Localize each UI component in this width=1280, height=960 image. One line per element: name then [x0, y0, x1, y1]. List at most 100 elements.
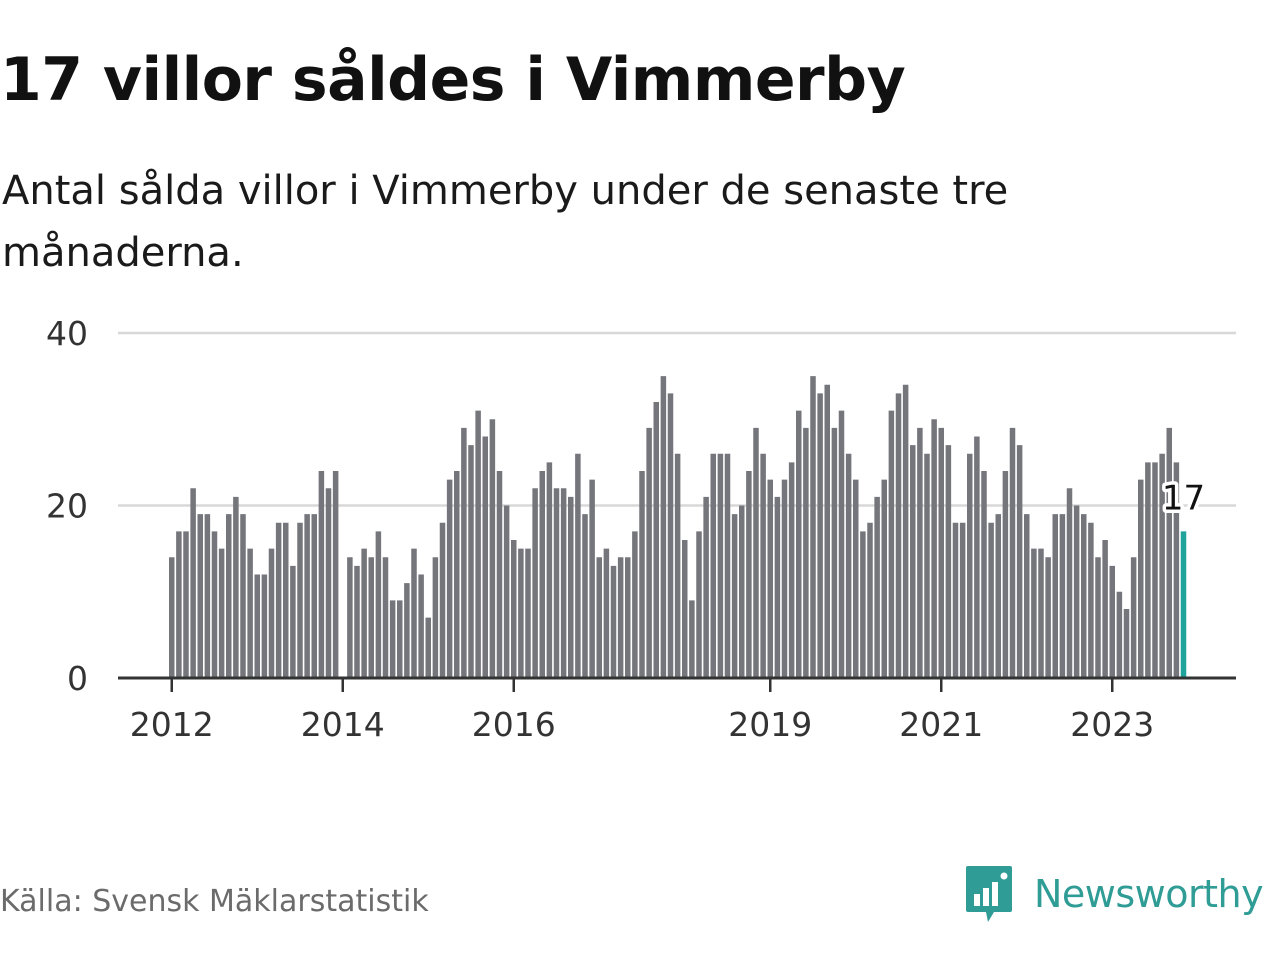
- bar: [496, 471, 503, 678]
- bar: [1088, 522, 1094, 678]
- bar: [1152, 462, 1158, 679]
- bar: [767, 479, 773, 679]
- bar-chart: 0 20 40 2012 2014 2016 2019 2021 2023 17: [46, 314, 1236, 744]
- bar: [810, 376, 816, 679]
- bar: [625, 557, 631, 678]
- bar: [553, 488, 560, 678]
- bar-chart-speech-bubble-icon: [966, 866, 1012, 922]
- bar: [318, 471, 325, 678]
- chart-subtitle: Antal sålda villor i Vimmerby under de s…: [2, 168, 1009, 276]
- x-tick-label-2012: 2012: [130, 705, 214, 744]
- bar: [283, 522, 289, 678]
- bar: [653, 402, 659, 678]
- brand-name: Newsworthy: [1034, 872, 1264, 916]
- bar: [739, 505, 745, 678]
- bar: [632, 531, 638, 679]
- bar: [518, 548, 524, 679]
- source-note: Källa: Svensk Mäklarstatistik: [0, 884, 429, 919]
- bar: [760, 453, 766, 678]
- bar: [461, 427, 467, 679]
- bar: [475, 410, 481, 679]
- bar: [724, 453, 731, 678]
- bar: [981, 471, 987, 678]
- bar: [176, 531, 182, 679]
- bar: [1102, 540, 1108, 678]
- bar: [674, 453, 681, 678]
- bar: [1166, 427, 1172, 679]
- bar: [1138, 479, 1144, 679]
- bar: [1173, 462, 1180, 679]
- bar: [439, 522, 446, 678]
- bar: [525, 548, 531, 679]
- bar: [432, 557, 439, 678]
- bar: [233, 496, 239, 679]
- bar: [397, 600, 403, 679]
- bar: [689, 600, 695, 679]
- bar: [682, 540, 688, 678]
- bar: [190, 488, 196, 678]
- bar: [974, 436, 980, 678]
- bar: [667, 393, 674, 679]
- bar: [247, 548, 253, 679]
- bar: [803, 427, 809, 679]
- bar: [418, 574, 424, 678]
- bar: [304, 514, 310, 679]
- bar: [1052, 514, 1058, 679]
- bar: [1145, 462, 1151, 679]
- x-tick-label-2014: 2014: [301, 705, 385, 744]
- bar: [268, 548, 275, 679]
- bar: [275, 522, 282, 678]
- bar: [952, 522, 959, 678]
- bar: [860, 531, 866, 679]
- bar: [1109, 565, 1115, 679]
- bar: [717, 453, 724, 678]
- bar: [254, 574, 260, 678]
- bar: [988, 522, 994, 678]
- bar: [617, 557, 624, 678]
- bar: [1045, 557, 1051, 678]
- bar: [218, 548, 225, 679]
- bar: [639, 471, 645, 678]
- bar: [169, 557, 175, 678]
- bar: [1024, 514, 1030, 679]
- bar: [1002, 471, 1009, 678]
- bar: [503, 505, 510, 678]
- bar: [311, 514, 317, 679]
- bar: [382, 557, 389, 678]
- bar: [817, 393, 823, 679]
- bar: [824, 384, 830, 678]
- bar: [867, 522, 873, 678]
- bar: [853, 479, 859, 679]
- bar: [546, 462, 553, 679]
- bar: [931, 419, 937, 678]
- x-tick-label-2016: 2016: [472, 705, 556, 744]
- bar: [589, 479, 595, 679]
- bar: [995, 514, 1001, 679]
- bar: [468, 445, 474, 679]
- bar: [368, 557, 374, 678]
- bar: [325, 488, 332, 678]
- bar: [361, 548, 367, 679]
- bar: [1059, 514, 1066, 679]
- bar: [568, 496, 574, 679]
- bar: [211, 531, 218, 679]
- bar: [411, 548, 417, 679]
- bar: [297, 522, 303, 678]
- bar: [753, 427, 759, 679]
- bar: [781, 479, 788, 679]
- bar: [1038, 548, 1044, 679]
- bar: [511, 540, 517, 678]
- brand-logo: Newsworthy: [964, 864, 1264, 924]
- bar: [1116, 591, 1123, 678]
- bar: [610, 565, 617, 679]
- y-tick-label-20: 20: [46, 487, 88, 526]
- bar: [910, 445, 916, 679]
- bar: [710, 453, 716, 678]
- bar: [404, 583, 410, 679]
- bars: [169, 376, 1187, 679]
- bar: [788, 462, 795, 679]
- bar: [796, 410, 802, 679]
- bar: [375, 531, 382, 679]
- bar: [838, 410, 845, 679]
- bar: [746, 471, 752, 678]
